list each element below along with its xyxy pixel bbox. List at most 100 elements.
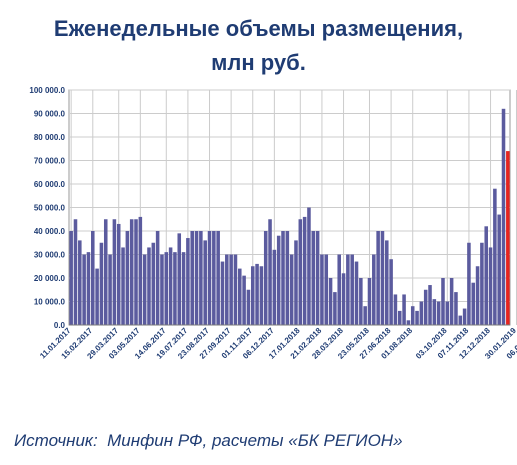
y-tick-label: 50 000.0: [34, 204, 66, 213]
bar: [225, 254, 229, 325]
bar: [250, 266, 255, 325]
bar: [406, 320, 411, 325]
bar: [229, 254, 233, 325]
bar: [255, 263, 259, 325]
bar: [203, 240, 207, 325]
bar: [207, 231, 212, 325]
bar: [82, 254, 86, 325]
bar: [359, 278, 363, 325]
bar: [341, 273, 346, 325]
bar: [259, 266, 264, 325]
bar: [238, 268, 242, 325]
bar: [108, 254, 112, 325]
bar: [268, 219, 272, 325]
bar: [458, 315, 463, 325]
bar: [91, 231, 95, 325]
bar: [116, 223, 121, 325]
bar: [441, 278, 445, 325]
bar: [294, 240, 298, 325]
y-tick-label: 80 000.0: [34, 133, 66, 142]
bar: [402, 294, 406, 325]
bar: [497, 214, 501, 325]
bar-chart: 0.0 10 000.0 20 000.0 30 000.0 40 000.0 50 00…: [29, 86, 517, 361]
bar: [212, 231, 216, 325]
bar: [125, 231, 130, 325]
bar: [272, 249, 277, 325]
bar: [103, 219, 108, 325]
bar: [233, 254, 238, 325]
bar: [151, 242, 156, 325]
bar: [410, 306, 415, 325]
bar: [385, 240, 389, 325]
bar: [307, 207, 311, 325]
bar: [467, 242, 471, 325]
chart-title-line2: млн руб.: [211, 50, 306, 75]
bar: [484, 226, 488, 325]
bar: [415, 310, 419, 325]
bar: [436, 301, 441, 325]
bar: [393, 294, 398, 325]
bar: [181, 252, 186, 325]
bar: [324, 254, 329, 325]
y-tick-label: 30 000.0: [34, 251, 66, 260]
bar: [263, 231, 268, 325]
bar: [194, 231, 199, 325]
bar: [428, 285, 432, 325]
bar: [471, 282, 476, 325]
bar: [142, 254, 147, 325]
y-tick-label: 40 000.0: [34, 227, 66, 236]
bar: [320, 254, 324, 325]
bar: [328, 278, 333, 325]
bar: [95, 268, 99, 325]
bar: [276, 235, 281, 325]
bar: [112, 219, 117, 325]
bar: [454, 292, 458, 325]
bar: [333, 292, 337, 325]
bar: [445, 301, 450, 325]
y-tick-label: 70 000.0: [34, 157, 66, 166]
bar: [397, 310, 402, 325]
bar: [186, 238, 190, 325]
y-tick-label: 100 000.0: [29, 86, 65, 95]
bar: [73, 219, 78, 325]
bar: [367, 278, 372, 325]
bar: [190, 231, 194, 325]
y-tick-label: 10 000.0: [34, 298, 66, 307]
bar: [475, 266, 480, 325]
bar: [86, 252, 91, 325]
bar: [337, 254, 341, 325]
chart-title-line1: Еженедельные объемы размещения,: [53, 16, 464, 41]
bar: [432, 299, 437, 325]
bar: [423, 289, 428, 325]
bar: [160, 254, 164, 325]
bar: [506, 151, 510, 325]
bar: [346, 254, 350, 325]
bar: [376, 231, 380, 325]
bar: [372, 254, 376, 325]
bar: [311, 231, 316, 325]
bar: [134, 219, 138, 325]
bar: [389, 259, 393, 325]
bar: [69, 231, 73, 325]
source-note: Источник: Минфин РФ, расчеты «БК РЕГИОН»: [14, 431, 403, 450]
bar: [350, 254, 354, 325]
bar: [501, 108, 506, 325]
bar: [488, 247, 493, 325]
bar: [78, 240, 82, 325]
bar: [419, 301, 424, 325]
bar: [177, 233, 182, 325]
bar: [155, 231, 160, 325]
bar: [99, 242, 104, 325]
bar: [164, 252, 169, 325]
bar: [246, 289, 251, 325]
bar: [138, 216, 143, 325]
bar: [493, 188, 497, 325]
bar: [298, 219, 303, 325]
bar: [462, 308, 467, 325]
bar: [147, 247, 151, 325]
y-tick-label: 60 000.0: [34, 180, 66, 189]
bar: [315, 231, 320, 325]
bar: [121, 247, 125, 325]
y-tick-label: 90 000.0: [34, 110, 66, 119]
bar: [380, 231, 385, 325]
